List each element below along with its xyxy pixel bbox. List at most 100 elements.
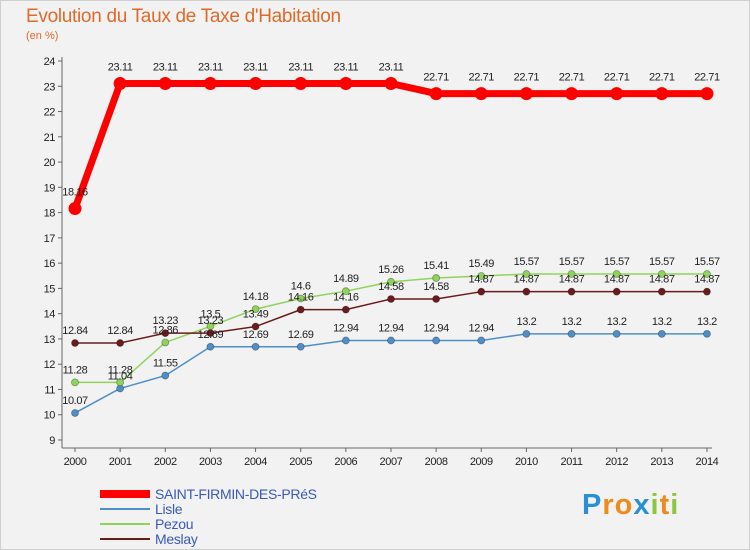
- data-label: 14.89: [333, 273, 359, 285]
- x-tick-label: 2007: [380, 456, 403, 468]
- data-point: [477, 272, 486, 280]
- data-label: 23.11: [379, 61, 404, 73]
- data-point: [341, 305, 350, 314]
- data-point: [116, 339, 125, 347]
- x-tick-label: 2004: [244, 456, 267, 468]
- data-point: [567, 287, 576, 296]
- y-tick-label: 23: [44, 81, 56, 93]
- data-label: 14.58: [378, 281, 404, 293]
- data-point: [339, 76, 353, 90]
- data-point: [703, 329, 711, 338]
- logo-letter: i: [670, 489, 680, 521]
- data-point: [700, 87, 714, 101]
- x-tick-label: 2011: [561, 456, 583, 468]
- data-point: [567, 329, 576, 338]
- legend-label: Lisle: [155, 501, 183, 517]
- data-point: [71, 378, 79, 387]
- data-point: [477, 336, 486, 345]
- data-point: [206, 342, 215, 351]
- data-point: [161, 371, 170, 380]
- data-label: 18.16: [62, 187, 88, 199]
- data-label: 13.23: [153, 315, 179, 327]
- data-label: 15.57: [514, 256, 540, 268]
- proxiti-logo: Proxiti: [582, 489, 679, 522]
- data-point: [522, 329, 531, 338]
- data-label: 11.28: [63, 364, 88, 376]
- data-label: 13.49: [243, 309, 269, 321]
- y-tick-label: 17: [44, 233, 56, 245]
- data-point: [158, 76, 172, 90]
- data-point: [251, 342, 260, 351]
- data-label: 11.55: [153, 358, 178, 370]
- y-tick-label: 21: [44, 132, 56, 144]
- data-point: [432, 274, 441, 282]
- data-point: [251, 322, 260, 331]
- data-point: [116, 378, 125, 387]
- data-point: [474, 87, 488, 101]
- logo-letter: i: [650, 489, 660, 521]
- data-point: [477, 287, 486, 296]
- legend-swatch: [100, 538, 150, 540]
- data-label: 15.57: [604, 256, 630, 268]
- y-tick-label: 20: [44, 157, 56, 169]
- x-tick-label: 2005: [289, 456, 312, 468]
- y-tick-label: 16: [44, 258, 56, 270]
- legend-swatch: [100, 508, 150, 510]
- x-tick-label: 2002: [154, 456, 177, 468]
- y-tick-label: 10: [44, 410, 56, 422]
- data-label: 11.28: [108, 364, 133, 376]
- data-label: 12.94: [378, 322, 404, 334]
- x-tick-label: 2014: [696, 456, 719, 468]
- logo-letter: P: [582, 489, 603, 521]
- y-tick-label: 14: [44, 309, 56, 321]
- data-label: 13.2: [652, 316, 672, 328]
- data-label: 23.11: [333, 61, 358, 73]
- x-tick-label: 2001: [109, 456, 132, 468]
- data-label: 12.94: [423, 322, 449, 334]
- data-point: [432, 295, 441, 303]
- data-label: 23.11: [198, 61, 223, 73]
- logo-letter: o: [614, 489, 634, 521]
- data-point: [384, 76, 398, 90]
- data-label: 13.2: [516, 316, 536, 328]
- data-point: [522, 287, 531, 296]
- data-point: [387, 336, 395, 345]
- data-label: 14.16: [333, 292, 359, 304]
- data-label: 22.71: [514, 72, 540, 84]
- data-point: [71, 409, 79, 417]
- data-point: [522, 270, 531, 278]
- data-label: 14.87: [649, 274, 675, 286]
- data-point: [296, 294, 305, 303]
- data-label: 14.6: [291, 281, 311, 293]
- data-label: 15.57: [694, 256, 720, 268]
- data-label: 14.87: [559, 274, 585, 286]
- data-point: [703, 287, 711, 296]
- data-label: 22.71: [468, 72, 494, 84]
- data-label: 13.2: [697, 316, 717, 328]
- data-point: [612, 287, 621, 296]
- chart-subtitle: (en %): [26, 30, 59, 42]
- data-label: 22.71: [423, 72, 449, 84]
- data-point: [429, 87, 443, 101]
- legend-label: Meslay: [155, 531, 198, 547]
- data-point: [71, 339, 79, 347]
- x-tick-label: 2013: [650, 456, 673, 468]
- data-label: 15.49: [468, 258, 494, 270]
- x-tick-label: 2010: [515, 456, 538, 468]
- legend-swatch: [100, 523, 150, 525]
- data-label: 14.87: [604, 274, 630, 286]
- series-line-1: [74, 333, 708, 414]
- x-tick-label: 2008: [425, 456, 448, 468]
- y-tick-label: 18: [44, 208, 56, 220]
- data-point: [203, 76, 217, 90]
- data-point: [341, 287, 350, 296]
- data-label: 22.71: [604, 72, 630, 84]
- chart-title: Evolution du Taux de Taxe d'Habitation: [26, 6, 341, 27]
- data-label: 12.94: [333, 322, 359, 334]
- y-tick-label: 22: [44, 107, 56, 119]
- data-point: [206, 329, 215, 338]
- data-point: [610, 87, 624, 101]
- data-point: [249, 76, 263, 90]
- data-label: 23.11: [153, 61, 178, 73]
- data-point: [612, 329, 621, 338]
